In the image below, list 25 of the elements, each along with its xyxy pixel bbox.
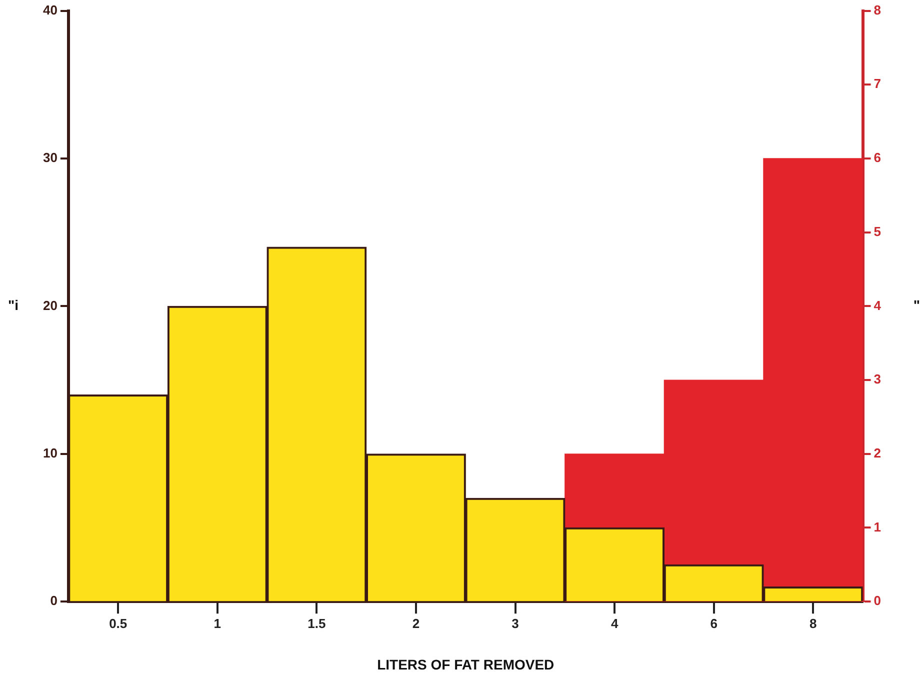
x-tick-label: 2	[412, 616, 420, 631]
y2-tick-label: 3	[874, 372, 882, 387]
x-tick-label: 6	[710, 616, 718, 631]
y2-tick-label: 6	[874, 150, 882, 166]
y-axis-title: "i	[8, 297, 19, 314]
y2-tick-label: 7	[874, 76, 882, 92]
y-tick-label: 0	[50, 593, 58, 608]
x-tick-label: 0.5	[109, 616, 128, 631]
x-tick-label: 4	[610, 616, 619, 631]
y2-tick-label: 2	[874, 445, 882, 460]
y2-axis-title: "	[913, 297, 920, 314]
y2-tick-label: 5	[874, 224, 882, 239]
y2-tick-label: 8	[874, 2, 882, 18]
y2-tick-label: 1	[874, 519, 882, 534]
x-tick-label: 3	[512, 616, 519, 631]
y-tick-label: 10	[42, 445, 58, 460]
y-tick-label: 20	[42, 298, 58, 313]
x-tick-label: 1.5	[308, 616, 326, 631]
x-tick-label: 8	[810, 616, 817, 631]
x-axis-title: LITERS OF FAT REMOVED	[377, 656, 554, 672]
y-tick-label: 30	[42, 150, 58, 166]
y2-tick-label: 4	[874, 298, 882, 313]
y-tick-label: 40	[42, 2, 58, 18]
y2-tick-label: 0	[874, 593, 882, 608]
x-tick-label: 1	[214, 616, 222, 631]
